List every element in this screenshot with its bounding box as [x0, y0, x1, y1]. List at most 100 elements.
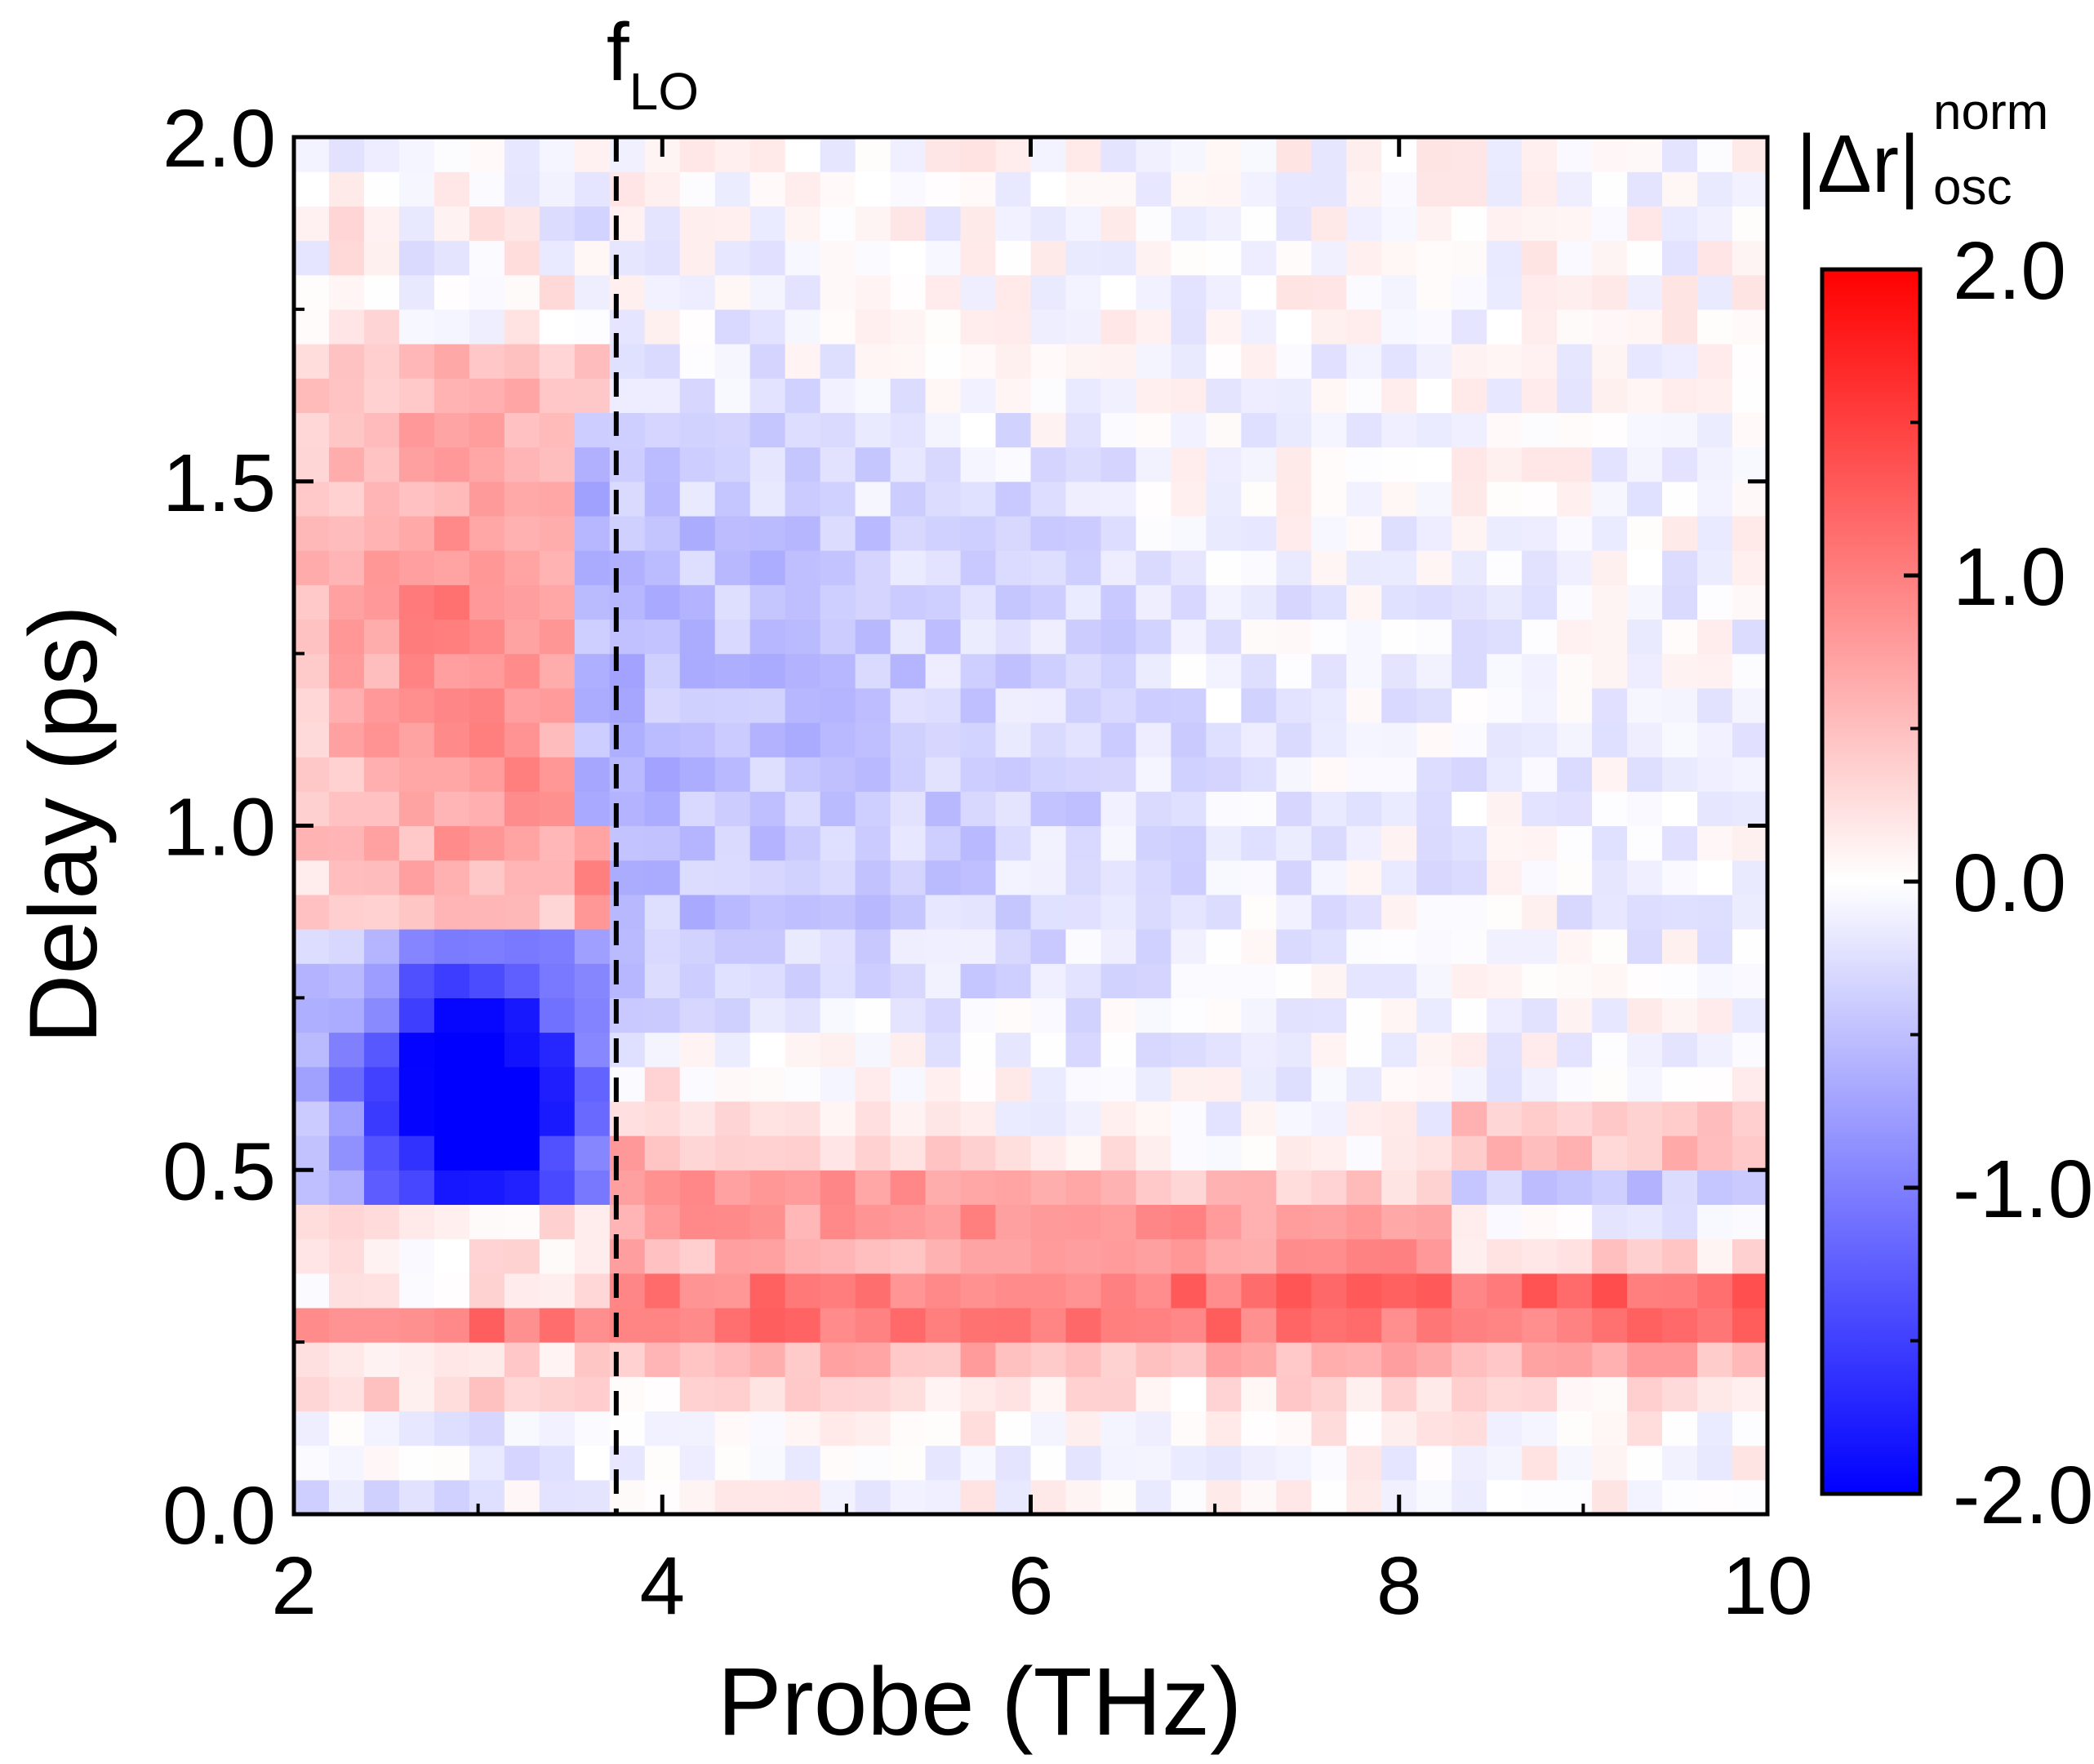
heatmap-cell	[1452, 998, 1487, 1033]
heatmap-cell	[890, 757, 927, 792]
heatmap-cell	[1557, 515, 1593, 551]
heatmap-cell	[644, 1238, 681, 1274]
heatmap-cell	[1381, 1066, 1417, 1102]
heatmap-cell	[1136, 1445, 1172, 1481]
heatmap-cell	[925, 515, 962, 551]
heatmap-cell	[1381, 722, 1417, 758]
heatmap-cell	[1030, 687, 1067, 723]
heatmap-cell	[328, 447, 365, 482]
heatmap-cell	[925, 550, 962, 585]
heatmap-cell	[1732, 171, 1767, 207]
heatmap-cell	[504, 1376, 540, 1412]
heatmap-cell	[1381, 1170, 1417, 1206]
heatmap-cell	[1732, 1032, 1767, 1068]
heatmap-cell	[1627, 481, 1663, 517]
heatmap-cell	[1065, 687, 1102, 723]
heatmap-cell	[328, 825, 365, 861]
heatmap-cell	[1452, 1204, 1487, 1240]
heatmap-cell	[1136, 757, 1172, 792]
heatmap-cell	[679, 412, 716, 448]
heatmap-cell	[1732, 1170, 1767, 1206]
heatmap-cell	[1732, 240, 1767, 276]
heatmap-cell	[1311, 722, 1347, 758]
heatmap-cell	[1381, 619, 1417, 655]
heatmap-cell	[820, 1100, 856, 1136]
heatmap-cell	[1452, 1479, 1487, 1514]
colorbar: 2.01.00.0-1.0-2.0 |Δr| norm osc	[1796, 84, 2093, 1541]
heatmap-cell	[363, 550, 400, 585]
heatmap-cell	[363, 344, 400, 379]
heatmap-cell	[1381, 653, 1417, 689]
heatmap-cell	[995, 1238, 1032, 1274]
heatmap-cell	[1381, 825, 1417, 861]
heatmap-cell	[1030, 447, 1067, 482]
heatmap-cell	[328, 1204, 365, 1240]
heatmap-cell	[749, 378, 786, 413]
heatmap-cell	[1171, 757, 1207, 792]
heatmap-cell	[1030, 1238, 1067, 1274]
heatmap-cell	[1697, 929, 1733, 964]
heatmap-cell	[1241, 653, 1277, 689]
heatmap-cell	[469, 1238, 505, 1274]
heatmap-cell	[1627, 274, 1663, 310]
heatmap-cell	[1030, 619, 1067, 655]
heatmap-cell	[1732, 929, 1767, 964]
heatmap-cell	[749, 1479, 786, 1514]
heatmap-cell	[363, 1135, 400, 1171]
heatmap-cell	[1697, 1376, 1733, 1412]
heatmap-cell	[995, 687, 1032, 723]
heatmap-cell	[1065, 171, 1102, 207]
heatmap-cell	[1276, 722, 1312, 758]
heatmap-cell	[1592, 1273, 1628, 1309]
heatmap-cell	[1171, 171, 1207, 207]
heatmap-cell	[995, 240, 1032, 276]
heatmap-cell	[1557, 998, 1593, 1033]
heatmap-cell	[960, 963, 997, 998]
heatmap-cell	[1065, 757, 1102, 792]
heatmap-cell	[328, 1376, 365, 1412]
heatmap-cell	[679, 481, 716, 517]
heatmap-cell	[1346, 1135, 1382, 1171]
heatmap-cell	[1522, 894, 1558, 930]
heatmap-cell	[714, 1135, 751, 1171]
heatmap-cell	[1487, 1238, 1523, 1274]
heatmap-cell	[1627, 515, 1663, 551]
heatmap-cell	[1206, 860, 1242, 895]
heatmap-cell	[539, 447, 576, 482]
heatmap-cell	[398, 860, 435, 895]
heatmap-cell	[1697, 1100, 1733, 1136]
heatmap-cell	[925, 757, 962, 792]
heatmap-cell	[960, 1307, 997, 1343]
heatmap-cell	[995, 309, 1032, 344]
heatmap-cell	[1171, 1100, 1207, 1136]
heatmap-cell	[539, 1032, 576, 1068]
heatmap-cell	[1452, 860, 1487, 895]
heatmap-cell	[1241, 894, 1277, 930]
heatmap-cell	[644, 894, 681, 930]
heatmap-cell	[1416, 309, 1452, 344]
heatmap-cell	[1697, 1204, 1733, 1240]
heatmap-cell	[1311, 584, 1347, 620]
colorbar-title-sub: osc	[1933, 159, 2012, 216]
heatmap-cell	[1557, 791, 1593, 827]
heatmap-cell	[574, 584, 611, 620]
heatmap-cell	[890, 206, 927, 242]
heatmap-cell	[644, 447, 681, 482]
heatmap-cell	[890, 584, 927, 620]
heatmap-cell	[1522, 515, 1558, 551]
heatmap-cell	[1241, 791, 1277, 827]
heatmap-cell	[433, 309, 470, 344]
heatmap-cell	[1276, 240, 1312, 276]
heatmap-cell	[328, 963, 365, 998]
heatmap-cell	[749, 584, 786, 620]
heatmap-cell	[574, 412, 611, 448]
heatmap-cell	[1697, 757, 1733, 792]
heatmap-cell	[785, 653, 821, 689]
heatmap-cell	[1241, 860, 1277, 895]
heatmap-cell	[1030, 1135, 1067, 1171]
heatmap-cell	[820, 344, 856, 379]
heatmap-cell	[785, 584, 821, 620]
heatmap-cell	[1452, 653, 1487, 689]
heatmap-cell	[1522, 860, 1558, 895]
heatmap-cell	[1487, 584, 1523, 620]
